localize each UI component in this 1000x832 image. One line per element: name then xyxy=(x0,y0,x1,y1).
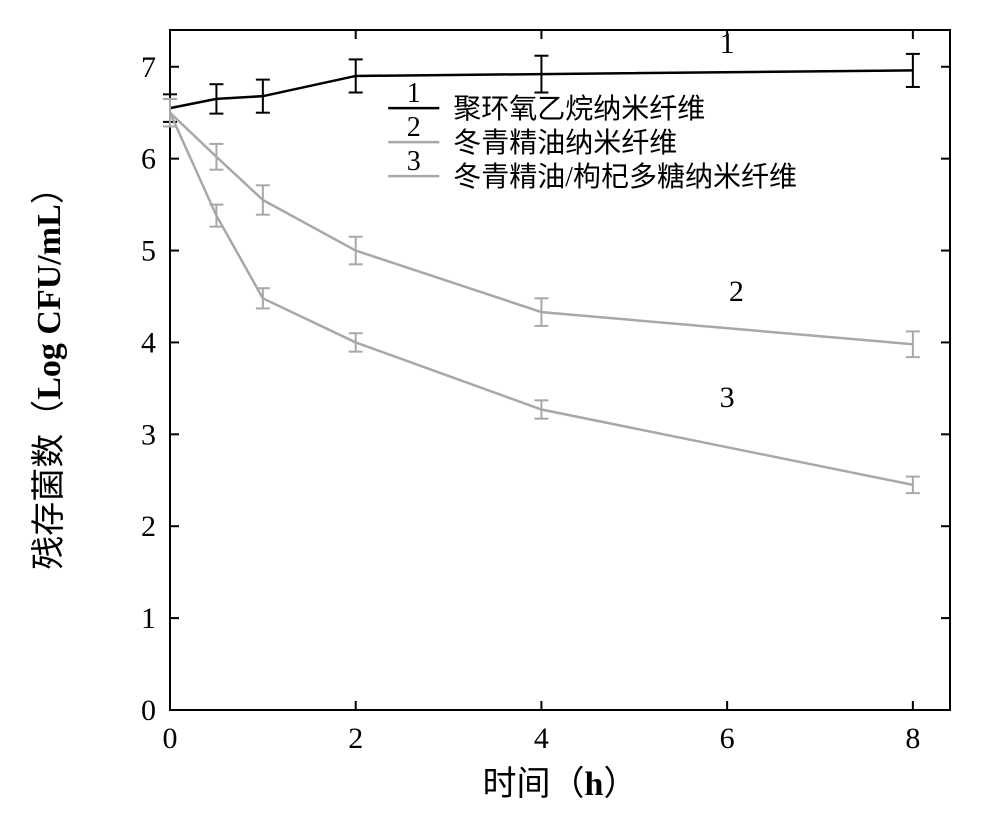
y-tick-label: 0 xyxy=(141,694,156,727)
x-tick-label: 4 xyxy=(534,722,549,755)
x-tick-label: 0 xyxy=(163,722,178,755)
x-tick-label: 8 xyxy=(905,722,920,755)
chart-container: 0246801234567时间（h）残存菌数（Log CFU/mL）1231聚环… xyxy=(0,0,1000,832)
x-tick-label: 6 xyxy=(720,722,735,755)
legend-text: 冬青精油纳米纤维 xyxy=(453,127,677,159)
y-tick-label: 7 xyxy=(141,51,156,84)
y-tick-label: 4 xyxy=(141,326,156,359)
series-label-1: 1 xyxy=(720,27,735,60)
legend-text: 冬青精油/枸杞多糖纳米纤维 xyxy=(453,161,797,193)
series-label-3: 3 xyxy=(720,381,735,414)
line-chart: 0246801234567时间（h）残存菌数（Log CFU/mL）1231聚环… xyxy=(0,0,1000,832)
legend-text: 聚环氧乙烷纳米纤维 xyxy=(453,93,705,125)
y-tick-label: 2 xyxy=(141,510,156,543)
legend-sample-id: 2 xyxy=(407,112,421,143)
y-tick-label: 3 xyxy=(141,418,156,451)
y-tick-label: 6 xyxy=(141,143,156,176)
x-axis-title: 时间（h） xyxy=(483,765,638,803)
x-tick-label: 2 xyxy=(348,722,363,755)
legend-sample-id: 3 xyxy=(407,146,421,177)
y-tick-label: 1 xyxy=(141,602,156,635)
legend-sample-id: 1 xyxy=(407,78,421,109)
series-label-2: 2 xyxy=(729,275,744,308)
y-tick-label: 5 xyxy=(141,235,156,268)
y-axis-title: 残存菌数（Log CFU/mL） xyxy=(30,170,68,570)
